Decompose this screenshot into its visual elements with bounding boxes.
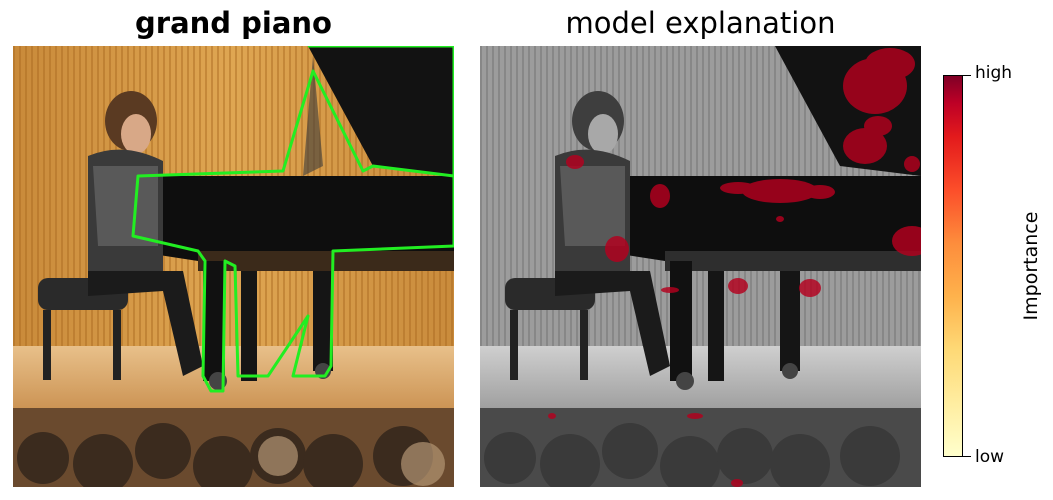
explanation-image-panel — [480, 46, 921, 487]
original-image — [13, 46, 454, 487]
colorbar-tick-high — [963, 75, 971, 76]
colorbar-high-label: high — [975, 63, 1013, 83]
colorbar-title: Importance — [1020, 211, 1042, 321]
left-panel-title: grand piano — [135, 6, 332, 40]
original-image-panel — [13, 46, 454, 487]
importance-heatmap — [548, 48, 921, 487]
object-outline — [131, 46, 454, 393]
colorbar-low-label: low — [975, 447, 1005, 467]
colorbar-tick-low — [963, 456, 971, 457]
right-panel-title: model explanation — [565, 6, 836, 40]
importance-colorbar — [943, 75, 963, 457]
explanation-image — [480, 46, 921, 487]
